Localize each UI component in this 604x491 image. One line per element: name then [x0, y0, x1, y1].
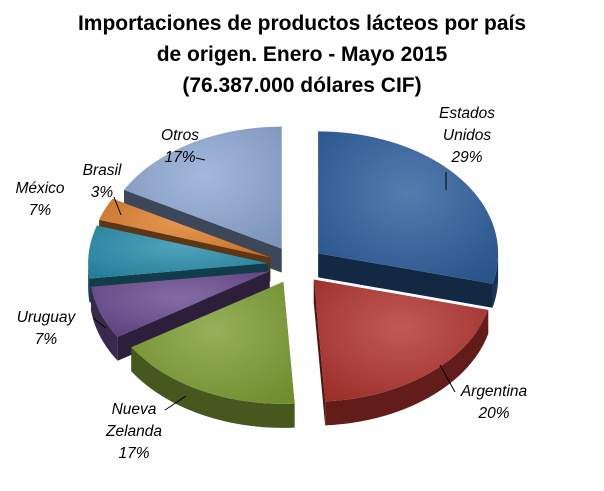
leader-line-nueva-zelanda	[164, 395, 187, 411]
leader-line-brasil	[113, 196, 122, 216]
data-label-percent: 7%	[35, 331, 58, 348]
chart-title: Importaciones de productos lácteos por p…	[0, 8, 604, 101]
data-label-estados-unidos: Estados Unidos 29%	[439, 105, 495, 166]
slice-outer-wall	[131, 347, 295, 428]
data-label-percent: 3%	[91, 184, 114, 201]
slice-outer-wall	[88, 263, 90, 303]
slices-layer	[88, 126, 499, 428]
slice-estados-unidos	[318, 131, 499, 308]
leader-lines	[92, 157, 456, 411]
data-label-name: Unidos	[443, 127, 491, 144]
chart-title-line-1: Importaciones de productos lácteos por p…	[77, 12, 527, 35]
data-label-name: Argentina	[460, 383, 528, 400]
slice-top	[99, 198, 271, 258]
data-label-otros: Otros 17%	[161, 127, 199, 166]
data-label-nueva-zelanda: Nueva Zelanda 17%	[105, 401, 162, 462]
data-label-percent: 17%	[118, 445, 149, 462]
data-label-name: Otros	[161, 127, 199, 144]
data-label-name: Zelanda	[105, 423, 162, 440]
slice-outer-wall	[325, 309, 489, 426]
data-label-percent: 7%	[29, 202, 52, 219]
data-label-name: Estados	[439, 105, 495, 122]
slice-top	[91, 271, 270, 337]
data-label-brasil: Brasil 3%	[83, 162, 122, 201]
slice-side-wall	[313, 279, 326, 426]
slice-outer-wall	[91, 286, 118, 361]
leader-line-otros	[195, 157, 206, 161]
data-label-argentina: Argentina 20%	[460, 383, 528, 422]
slice-argentina	[313, 279, 489, 426]
slice-nueva-zelanda	[131, 281, 295, 428]
data-label-percent: 29%	[450, 149, 482, 166]
slice-outer-wall	[492, 253, 499, 308]
slice-top	[313, 279, 489, 402]
data-label-mexico: México 7%	[15, 180, 64, 219]
chart-title-line-2: de origen. Enero - Mayo 2015	[156, 43, 448, 66]
slice-top	[88, 225, 269, 279]
data-label-percent: 17%	[164, 149, 195, 166]
leader-line-uruguay	[92, 317, 107, 329]
slice-top	[124, 126, 282, 249]
data-label-percent: 20%	[477, 405, 509, 422]
labels-layer: Estados Unidos 29% Argentina 20% Nueva Zelanda…	[15, 105, 527, 462]
leader-line-argentina	[439, 364, 456, 393]
slice-side-wall	[318, 253, 493, 308]
data-label-uruguay: Uruguay 7%	[17, 309, 77, 348]
slice-top	[318, 131, 499, 284]
chart-title-line-3: (76.387.000 dólares CIF)	[182, 74, 422, 97]
slice-top	[131, 281, 295, 404]
data-label-name: Uruguay	[17, 309, 77, 326]
data-label-name: México	[15, 180, 64, 197]
data-label-name: Brasil	[83, 162, 122, 179]
data-label-name: Nueva	[112, 401, 157, 418]
